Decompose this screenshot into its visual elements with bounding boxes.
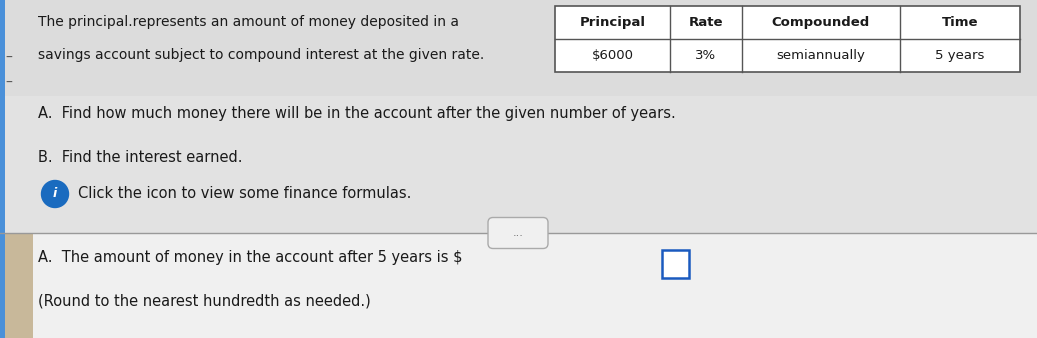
FancyBboxPatch shape bbox=[0, 0, 4, 338]
Text: i: i bbox=[53, 187, 57, 200]
Text: ...: ... bbox=[512, 228, 524, 238]
FancyBboxPatch shape bbox=[4, 233, 32, 338]
FancyBboxPatch shape bbox=[662, 250, 689, 278]
Text: A.  Find how much money there will be in the account after the given number of y: A. Find how much money there will be in … bbox=[38, 106, 676, 121]
Circle shape bbox=[41, 180, 68, 208]
FancyBboxPatch shape bbox=[488, 217, 548, 248]
Text: Time: Time bbox=[942, 16, 978, 29]
FancyBboxPatch shape bbox=[4, 233, 1037, 338]
Text: –: – bbox=[5, 76, 12, 90]
Text: Click the icon to view some finance formulas.: Click the icon to view some finance form… bbox=[78, 187, 412, 201]
Text: –: – bbox=[5, 51, 12, 65]
Text: Principal: Principal bbox=[580, 16, 645, 29]
Text: savings account subject to compound interest at the given rate.: savings account subject to compound inte… bbox=[38, 48, 484, 62]
Text: $6000: $6000 bbox=[591, 49, 634, 62]
FancyBboxPatch shape bbox=[4, 96, 1037, 233]
Bar bbox=[555, 6, 1020, 72]
Text: Compounded: Compounded bbox=[772, 16, 870, 29]
FancyBboxPatch shape bbox=[4, 0, 1037, 96]
Text: A.  The amount of money in the account after 5 years is $: A. The amount of money in the account af… bbox=[38, 250, 463, 265]
Text: 3%: 3% bbox=[696, 49, 717, 62]
Text: Rate: Rate bbox=[689, 16, 723, 29]
Text: The principal.represents an amount of money deposited in a: The principal.represents an amount of mo… bbox=[38, 15, 459, 29]
Text: (Round to the nearest hundredth as needed.): (Round to the nearest hundredth as neede… bbox=[38, 294, 371, 309]
Text: semiannually: semiannually bbox=[777, 49, 866, 62]
Text: B.  Find the interest earned.: B. Find the interest earned. bbox=[38, 150, 243, 165]
Text: 5 years: 5 years bbox=[935, 49, 985, 62]
